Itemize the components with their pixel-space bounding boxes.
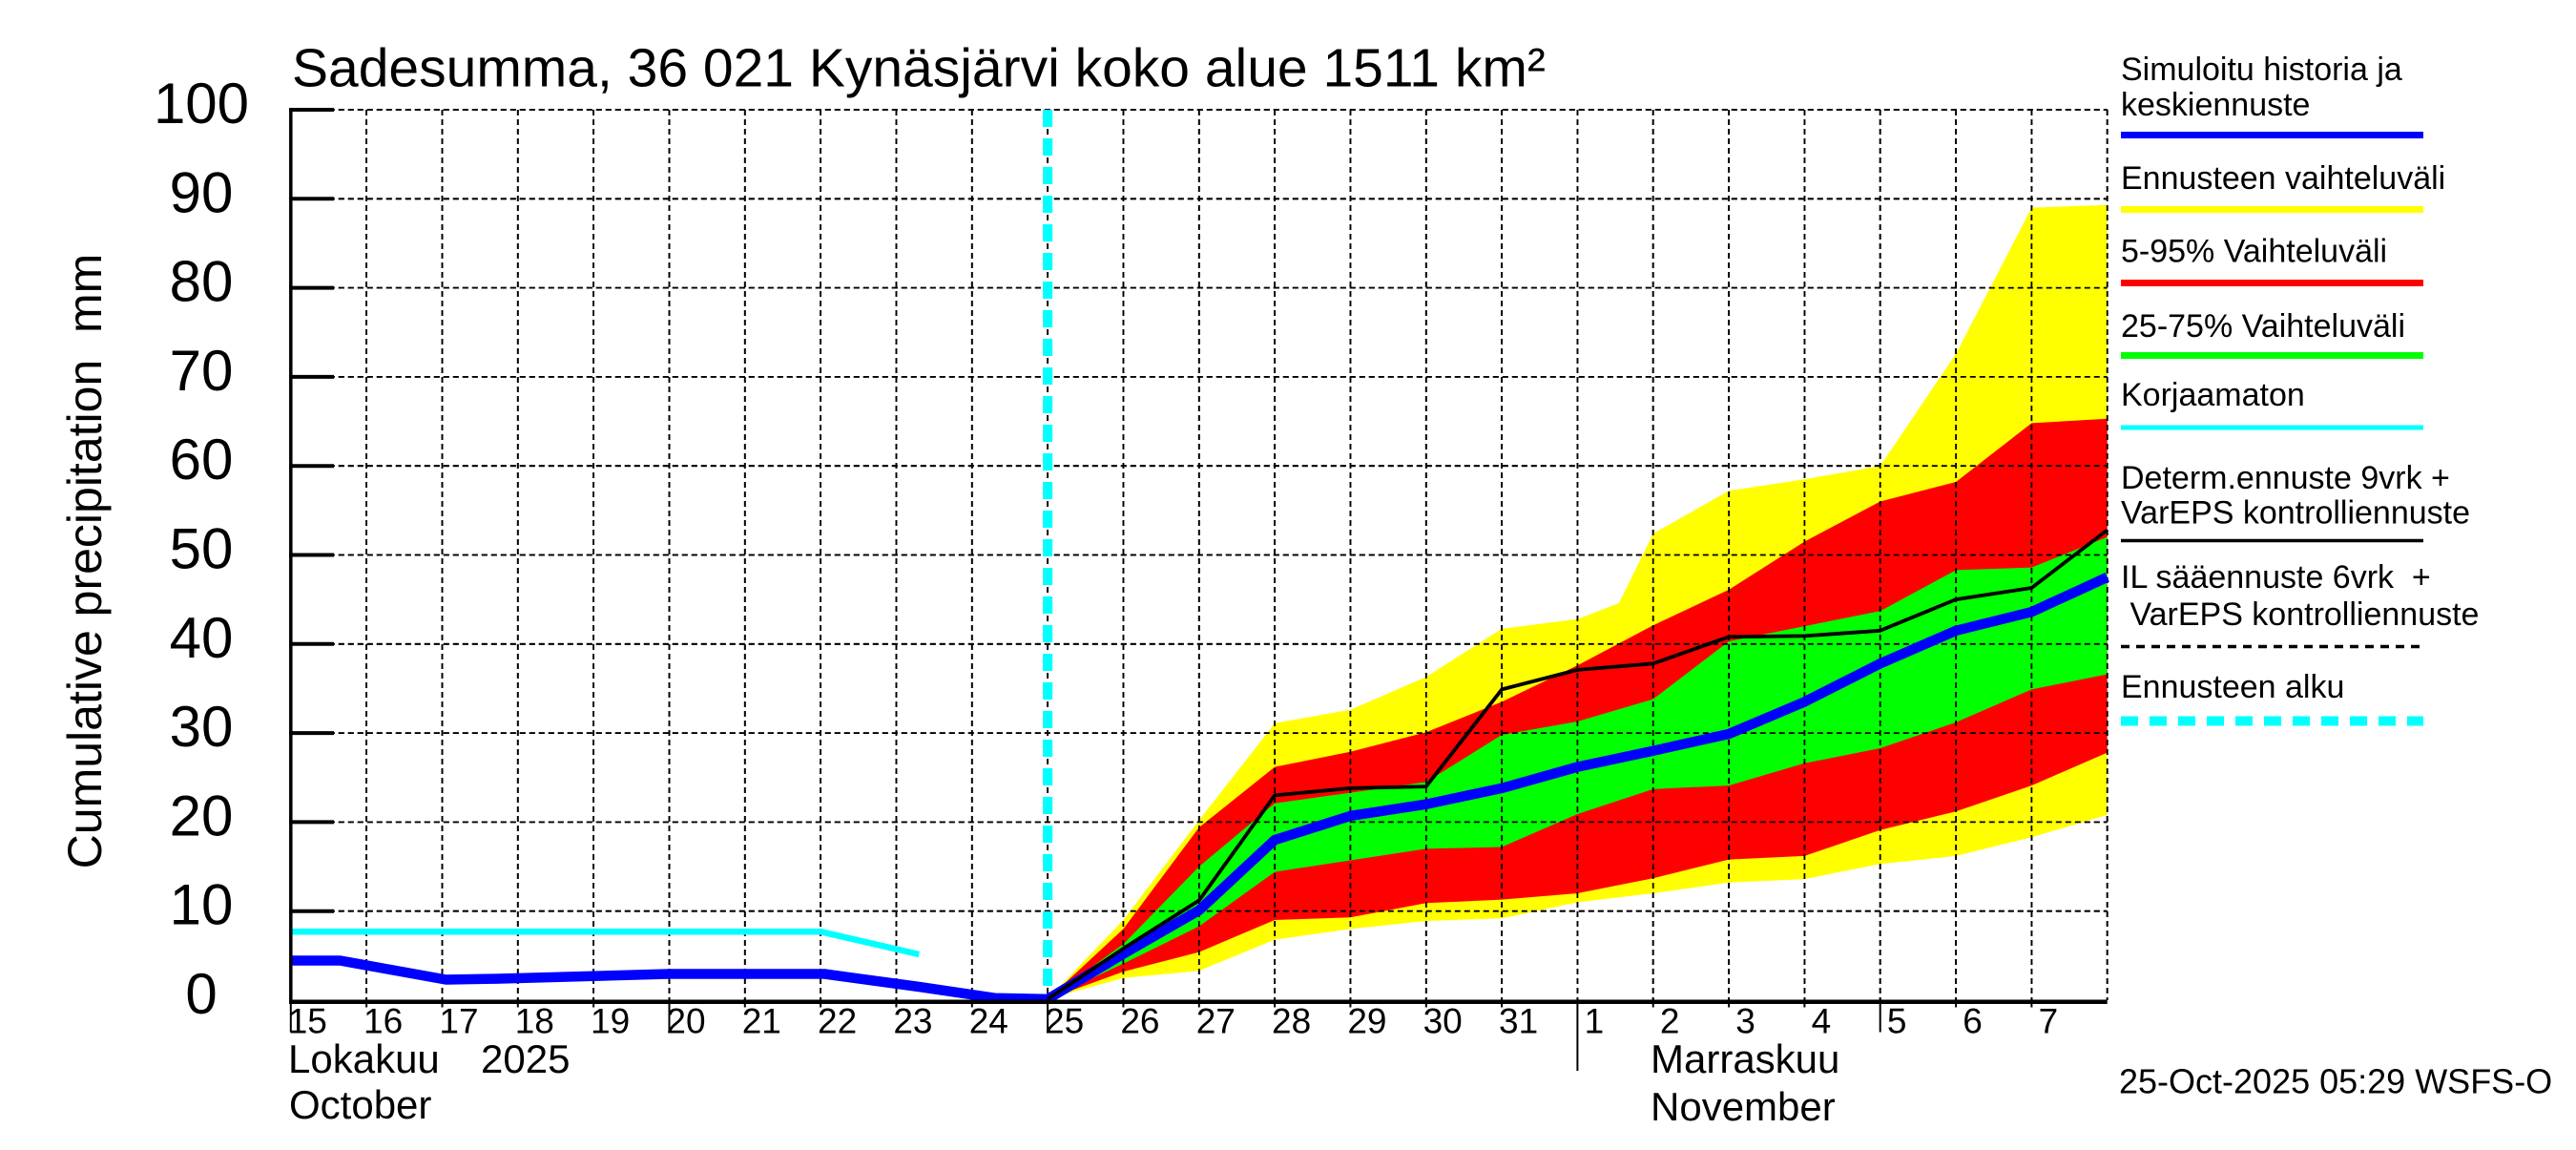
svg-text:19: 19 bbox=[591, 1002, 630, 1041]
svg-text:November: November bbox=[1651, 1084, 1836, 1129]
svg-text:50: 50 bbox=[170, 517, 234, 581]
svg-text:70: 70 bbox=[170, 339, 234, 403]
svg-text:Marraskuu: Marraskuu bbox=[1651, 1036, 1839, 1081]
svg-text:2: 2 bbox=[1660, 1002, 1680, 1041]
svg-text:keskiennuste: keskiennuste bbox=[2121, 87, 2310, 123]
svg-text:60: 60 bbox=[170, 428, 234, 491]
svg-text:23: 23 bbox=[893, 1002, 932, 1041]
svg-text:90: 90 bbox=[170, 160, 234, 224]
svg-text:Determ.ennuste 9vrk +: Determ.ennuste 9vrk + bbox=[2121, 460, 2450, 496]
svg-text:24: 24 bbox=[969, 1002, 1008, 1041]
svg-text:16: 16 bbox=[364, 1002, 403, 1041]
svg-text:Ennusteen vaihteluväli: Ennusteen vaihteluväli bbox=[2121, 160, 2445, 197]
svg-text:IL sääennuste 6vrk +: IL sääennuste 6vrk + bbox=[2121, 559, 2431, 596]
svg-text:5-95% Vaihteluväli: 5-95% Vaihteluväli bbox=[2121, 234, 2387, 270]
svg-text:Cumulative precipitation mm: Cumulative precipitation mm bbox=[58, 254, 112, 869]
svg-text:Simuloitu historia ja: Simuloitu historia ja bbox=[2121, 52, 2402, 88]
svg-text:26: 26 bbox=[1120, 1002, 1159, 1041]
svg-text:22: 22 bbox=[818, 1002, 857, 1041]
svg-text:Ennusteen alku: Ennusteen alku bbox=[2121, 669, 2344, 705]
svg-text:30: 30 bbox=[1423, 1002, 1463, 1041]
svg-text:VarEPS kontrolliennuste: VarEPS kontrolliennuste bbox=[2121, 495, 2470, 532]
svg-text:28: 28 bbox=[1272, 1002, 1311, 1041]
svg-text:10: 10 bbox=[170, 873, 234, 937]
svg-text:VarEPS kontrolliennuste: VarEPS kontrolliennuste bbox=[2121, 596, 2479, 633]
svg-text:25-75% Vaihteluväli: 25-75% Vaihteluväli bbox=[2121, 308, 2405, 345]
svg-text:0: 0 bbox=[185, 962, 217, 1026]
svg-text:20: 20 bbox=[666, 1002, 705, 1041]
svg-text:31: 31 bbox=[1499, 1002, 1538, 1041]
svg-text:30: 30 bbox=[170, 695, 234, 759]
svg-text:October: October bbox=[289, 1082, 431, 1127]
svg-text:25-Oct-2025 05:29 WSFS-O: 25-Oct-2025 05:29 WSFS-O bbox=[2119, 1062, 2552, 1101]
svg-text:4: 4 bbox=[1812, 1002, 1832, 1041]
svg-text:Sadesumma, 36 021 Kynäsjärvi k: Sadesumma, 36 021 Kynäsjärvi koko alue 1… bbox=[292, 38, 1546, 99]
svg-text:18: 18 bbox=[515, 1002, 554, 1041]
svg-text:29: 29 bbox=[1347, 1002, 1386, 1041]
svg-text:7: 7 bbox=[2039, 1002, 2059, 1041]
svg-text:5: 5 bbox=[1887, 1002, 1907, 1041]
svg-text:15: 15 bbox=[288, 1002, 327, 1041]
svg-text:Lokakuu: Lokakuu bbox=[288, 1036, 440, 1081]
svg-text:17: 17 bbox=[439, 1002, 478, 1041]
svg-text:25: 25 bbox=[1045, 1002, 1084, 1041]
svg-text:100: 100 bbox=[154, 72, 249, 136]
svg-text:Korjaamaton: Korjaamaton bbox=[2121, 377, 2305, 413]
svg-text:21: 21 bbox=[742, 1002, 781, 1041]
svg-text:80: 80 bbox=[170, 250, 234, 314]
svg-text:3: 3 bbox=[1735, 1002, 1755, 1041]
svg-text:2025: 2025 bbox=[481, 1036, 570, 1081]
svg-text:20: 20 bbox=[170, 784, 234, 847]
svg-text:40: 40 bbox=[170, 606, 234, 670]
svg-text:6: 6 bbox=[1963, 1002, 1983, 1041]
svg-text:27: 27 bbox=[1196, 1002, 1236, 1041]
svg-text:1: 1 bbox=[1585, 1002, 1605, 1041]
